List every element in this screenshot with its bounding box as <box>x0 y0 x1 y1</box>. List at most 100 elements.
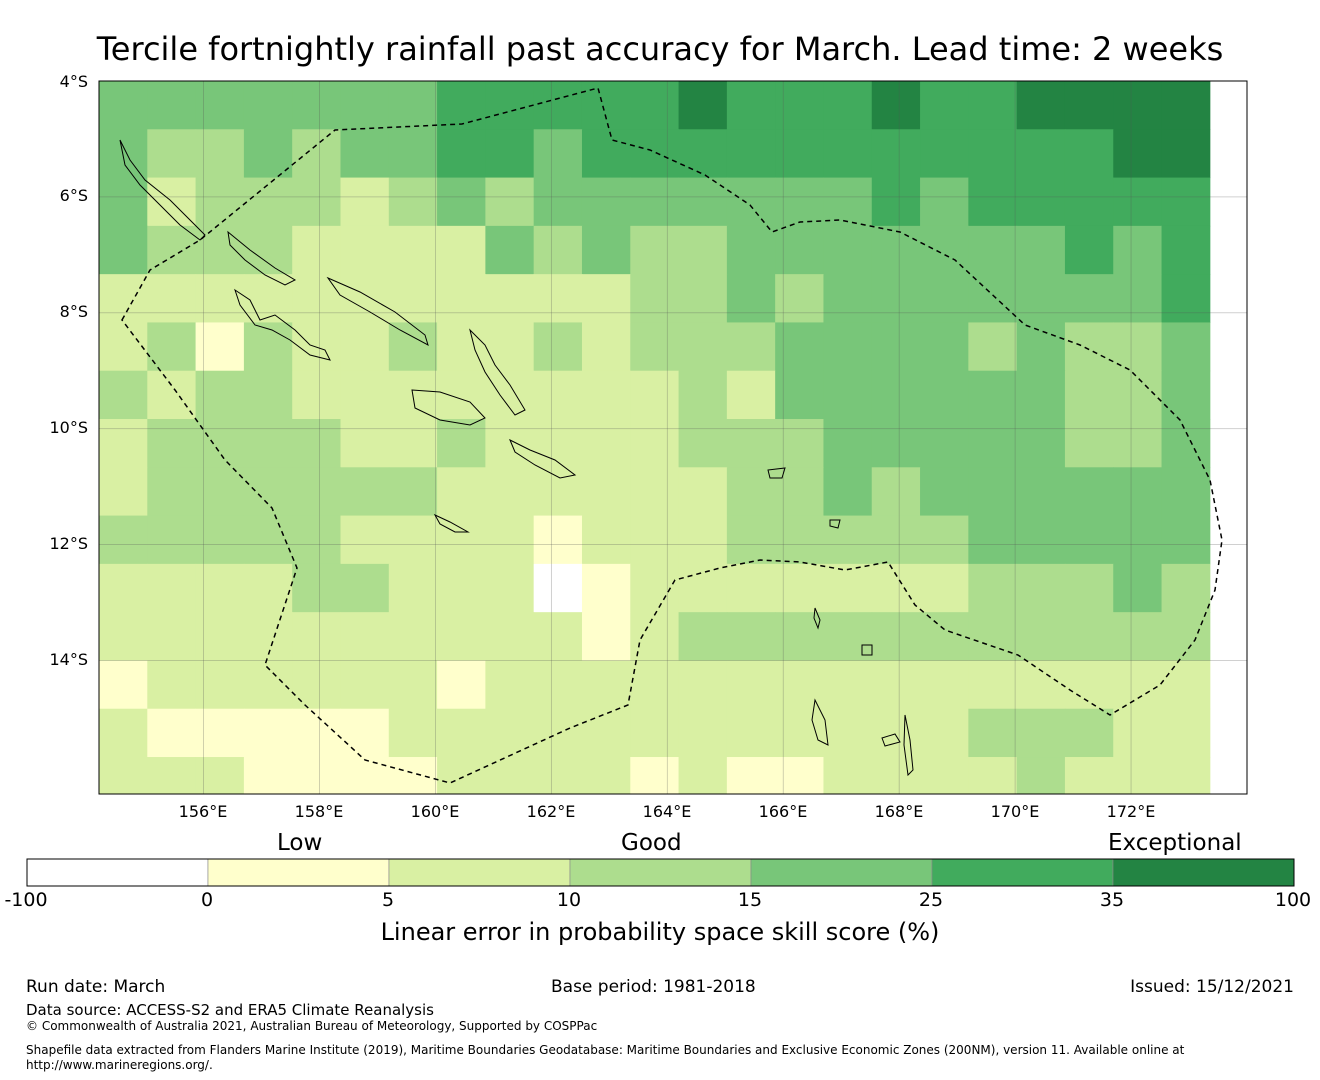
grid-cell <box>823 225 873 275</box>
grid-cell <box>726 322 776 372</box>
grid-cell <box>678 563 728 613</box>
grid-cell <box>437 225 486 275</box>
grid-cell <box>437 177 486 227</box>
grid-cell <box>340 322 390 372</box>
grid-cell <box>726 370 776 420</box>
grid-cell <box>99 467 148 517</box>
grid-cell <box>630 757 680 795</box>
grid-cell <box>968 81 1018 130</box>
grid-cell <box>147 467 197 517</box>
lat-label-14s: 14°S <box>49 650 88 669</box>
island-espiritu-santo <box>811 698 829 746</box>
grid-cell <box>292 129 341 179</box>
grid-cell <box>726 177 776 227</box>
grid-cell <box>485 370 535 420</box>
grid-cell <box>581 274 631 323</box>
grid-cell <box>726 515 776 565</box>
grid-cell <box>678 515 728 565</box>
grid-cell <box>243 129 293 179</box>
grid-cell <box>1161 225 1211 275</box>
island-efate-chain <box>903 714 914 777</box>
grid-cell <box>726 419 776 468</box>
data-source: Data source: ACCESS-S2 and ERA5 Climate … <box>26 1001 434 1019</box>
grid-cell <box>533 757 583 795</box>
grid-cell <box>968 177 1018 227</box>
grid-cell <box>920 660 969 710</box>
grid-cell <box>1016 660 1066 710</box>
grid-cell <box>1113 81 1163 130</box>
category-exceptional: Exceptional <box>1108 830 1242 856</box>
grid-cell <box>581 322 631 372</box>
colorbar-segment <box>750 858 933 887</box>
grid-cell <box>1161 708 1211 758</box>
grid-cell <box>726 467 776 517</box>
grid-cell <box>340 419 390 468</box>
grid-cell <box>630 708 680 758</box>
grid-cell <box>533 515 583 565</box>
colorbar-tick-35: 35 <box>1099 889 1125 911</box>
grid-cell <box>1016 612 1066 661</box>
grid-cell <box>533 225 583 275</box>
grid-cell <box>823 612 873 661</box>
grid-cell <box>630 177 680 227</box>
grid-cell <box>920 757 969 795</box>
issued-date: Issued: 15/12/2021 <box>1130 977 1294 997</box>
grid-cell <box>292 274 341 323</box>
grid-cell <box>630 612 680 661</box>
grid-cell <box>630 322 680 372</box>
grid-cell <box>340 177 390 227</box>
grid-cell <box>292 515 341 565</box>
lon-label-156e: 156°E <box>178 802 228 821</box>
grid-cell <box>1064 274 1114 323</box>
grid-cell <box>437 81 486 130</box>
grid-cell <box>823 177 873 227</box>
grid-cell <box>871 660 921 710</box>
grid-cell <box>871 274 921 323</box>
grid-cell <box>533 612 583 661</box>
grid-cell <box>678 612 728 661</box>
lon-label-170e: 170°E <box>990 802 1040 821</box>
colorbar-tick-25: 25 <box>918 889 944 911</box>
grid-cell <box>1016 225 1066 275</box>
grid-cell <box>292 370 341 420</box>
grid-cell <box>968 515 1018 565</box>
grid-cell <box>437 322 486 372</box>
grid-cell <box>1064 177 1114 227</box>
lat-label-12s: 12°S <box>49 534 88 553</box>
grid-cell <box>437 370 486 420</box>
category-low: Low <box>277 830 323 856</box>
grid-cell <box>292 81 341 130</box>
grid-cell <box>823 660 873 710</box>
colorbar-tick-0: 0 <box>200 889 214 911</box>
grid-cell <box>1016 370 1066 420</box>
grid-cell <box>485 274 535 323</box>
grid-cell <box>243 563 293 613</box>
grid-cell <box>1016 708 1066 758</box>
grid-cell <box>1016 177 1066 227</box>
grid-cell <box>1113 708 1163 758</box>
shapefile-credit: Shapefile data extracted from Flanders M… <box>26 1043 1185 1057</box>
grid-cell <box>243 757 293 795</box>
grid-cell <box>437 660 486 710</box>
colorbar-segment <box>207 858 390 887</box>
grid-cell <box>99 708 148 758</box>
grid-cell <box>195 467 245 517</box>
grid-cell <box>533 563 583 613</box>
grid-cell <box>630 274 680 323</box>
grid-cell <box>485 467 535 517</box>
island-santa-cruz <box>767 467 786 479</box>
grid-cell <box>1064 757 1114 795</box>
grid-cell <box>340 708 390 758</box>
grid-cell <box>678 81 728 130</box>
grid-cell <box>292 563 341 613</box>
grid-cell <box>968 660 1018 710</box>
grid-cell <box>968 708 1018 758</box>
grid-cell <box>1016 322 1066 372</box>
grid-cell <box>340 225 390 275</box>
grid-cell <box>871 322 921 372</box>
grid-cell <box>1113 419 1163 468</box>
grid-cell <box>1016 274 1066 323</box>
grid-cell <box>533 370 583 420</box>
grid-cell <box>581 757 631 795</box>
grid-cell <box>1161 419 1211 468</box>
